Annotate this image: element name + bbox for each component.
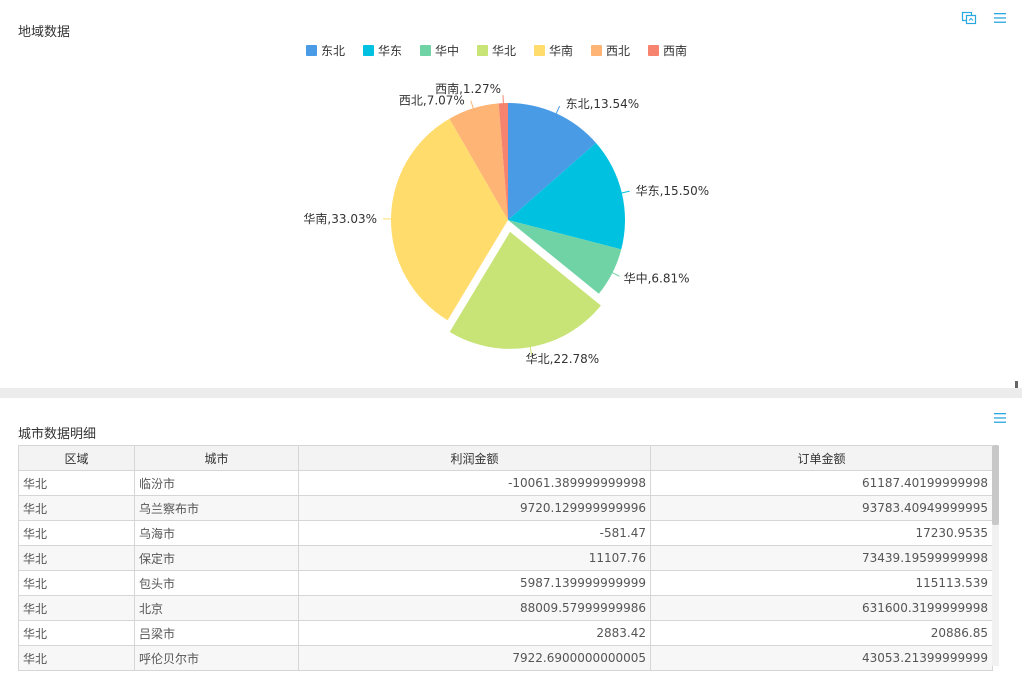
cell-profit: 9720.129999999996 bbox=[298, 495, 651, 521]
cell-city: 保定市 bbox=[134, 545, 299, 571]
detail-panel-title: 城市数据明细 bbox=[18, 427, 97, 442]
cell-city: 乌兰察布市 bbox=[134, 495, 299, 521]
table-scrollbar[interactable] bbox=[992, 445, 999, 666]
cell-order-amount: 93783.40949999995 bbox=[650, 495, 993, 521]
cell-region: 华北 bbox=[18, 620, 135, 646]
legend-item[interactable]: 西北 bbox=[591, 42, 630, 58]
legend-label: 西南 bbox=[663, 44, 688, 58]
cell-city: 吕梁市 bbox=[134, 620, 299, 646]
cell-region: 华北 bbox=[18, 595, 135, 621]
legend-swatch bbox=[477, 45, 488, 56]
cell-profit: -10061.389999999998 bbox=[298, 470, 651, 496]
legend-swatch bbox=[363, 45, 374, 56]
pie-slice[interactable] bbox=[508, 142, 625, 250]
pie-data-label: 华东,15.50% bbox=[636, 184, 710, 198]
pie-leader-line bbox=[617, 190, 630, 195]
pie-slice[interactable] bbox=[498, 103, 508, 220]
table-row[interactable]: 华北 保定市 11107.76 73439.19599999998 bbox=[18, 545, 993, 571]
cell-order-amount: 20886.85 bbox=[650, 620, 993, 646]
pie-leader-line bbox=[554, 105, 561, 118]
table-row[interactable]: 华北 乌海市 -581.47 17230.9535 bbox=[18, 520, 993, 546]
legend-item[interactable]: 华东 bbox=[363, 42, 402, 58]
cell-profit: 5987.139999999999 bbox=[298, 570, 651, 596]
scrollbar-thumb[interactable] bbox=[992, 445, 999, 525]
legend-swatch bbox=[306, 45, 317, 56]
cell-region: 华北 bbox=[18, 520, 135, 546]
table-row[interactable]: 华北 乌兰察布市 9720.129999999996 93783.4094999… bbox=[18, 495, 993, 521]
cell-order-amount: 61187.40199999998 bbox=[650, 470, 993, 496]
legend-item[interactable]: 西南 bbox=[648, 42, 687, 58]
pie-leader-line bbox=[529, 343, 533, 356]
cell-city: 临汾市 bbox=[134, 470, 299, 496]
legend-item[interactable]: 东北 bbox=[306, 42, 345, 58]
cell-profit: -581.47 bbox=[298, 520, 651, 546]
column-header-order-amount[interactable]: 订单金额 bbox=[650, 445, 993, 471]
legend-item[interactable]: 华南 bbox=[534, 42, 573, 58]
column-header-region[interactable]: 区域 bbox=[18, 445, 135, 471]
panel-divider bbox=[0, 388, 1022, 398]
pie-data-label: 东北,13.54% bbox=[566, 97, 640, 111]
pie-slice[interactable] bbox=[508, 103, 596, 220]
cell-order-amount: 73439.19599999998 bbox=[650, 545, 993, 571]
menu-icon[interactable] bbox=[992, 10, 1008, 26]
cell-region: 华北 bbox=[18, 495, 135, 521]
city-data-table: 区域 城市 利润金额 订单金额 华北 临汾市 -10061.3899999999… bbox=[18, 445, 993, 671]
region-chart-panel: 地域数据 东北 华东 华中 华北 华南 西北 西南 东北,13.54% 华东,15.50% 华中… bbox=[0, 10, 1022, 391]
cell-city: 包头市 bbox=[134, 570, 299, 596]
cell-profit: 88009.57999999986 bbox=[298, 595, 651, 621]
cell-region: 华北 bbox=[18, 570, 135, 596]
chart-legend: 东北 华东 华中 华北 华南 西北 西南 bbox=[0, 42, 1022, 60]
menu-icon[interactable] bbox=[992, 410, 1008, 426]
legend-swatch bbox=[591, 45, 602, 56]
cell-city: 北京 bbox=[134, 595, 299, 621]
cell-order-amount: 631600.3199999998 bbox=[650, 595, 993, 621]
legend-label: 华中 bbox=[435, 44, 460, 58]
table-row[interactable]: 华北 包头市 5987.139999999999 115113.539 bbox=[18, 570, 993, 596]
legend-item[interactable]: 华北 bbox=[477, 42, 516, 58]
city-detail-panel: 城市数据明细 区域 城市 利润金额 订单金额 华北 临汾市 -10061.389… bbox=[0, 398, 1022, 688]
cell-profit: 11107.76 bbox=[298, 545, 651, 571]
table-row[interactable]: 华北 吕梁市 2883.42 20886.85 bbox=[18, 620, 993, 646]
cell-city: 呼伦贝尔市 bbox=[134, 645, 299, 671]
pie-chart: 东北,13.54% 华东,15.50% 华中,6.81% 华北,22.78% 华南,33… bbox=[303, 81, 710, 366]
switch-view-icon[interactable] bbox=[961, 10, 977, 26]
pie-data-label: 华北,22.78% bbox=[526, 352, 600, 366]
legend-label: 华北 bbox=[492, 44, 517, 58]
cell-region: 华北 bbox=[18, 470, 135, 496]
legend-swatch bbox=[534, 45, 545, 56]
pie-data-label: 华中,6.81% bbox=[624, 270, 690, 285]
cell-profit: 2883.42 bbox=[298, 620, 651, 646]
legend-label: 华东 bbox=[378, 44, 403, 58]
legend-label: 东北 bbox=[321, 44, 346, 58]
cell-order-amount: 115113.539 bbox=[650, 570, 993, 596]
legend-swatch bbox=[648, 45, 659, 56]
cell-profit: 7922.6900000000005 bbox=[298, 645, 651, 671]
legend-swatch bbox=[420, 45, 431, 56]
legend-label: 华南 bbox=[549, 44, 574, 58]
legend-label: 西北 bbox=[606, 44, 631, 58]
legend-item[interactable]: 华中 bbox=[420, 42, 459, 58]
pie-slice[interactable] bbox=[449, 103, 508, 220]
table-row[interactable]: 华北 呼伦贝尔市 7922.6900000000005 43053.213999… bbox=[18, 645, 993, 671]
table-row[interactable]: 华北 临汾市 -10061.389999999998 61187.4019999… bbox=[18, 470, 993, 496]
cell-order-amount: 17230.9535 bbox=[650, 520, 993, 546]
pie-slice[interactable] bbox=[449, 231, 601, 349]
pie-data-label: 华南,33.03% bbox=[303, 211, 377, 226]
region-panel-title: 地域数据 bbox=[18, 25, 71, 40]
pie-data-label: 西北,7.07% bbox=[399, 94, 465, 108]
pie-leader-line bbox=[470, 100, 475, 113]
cell-region: 华北 bbox=[18, 545, 135, 571]
column-header-city[interactable]: 城市 bbox=[134, 445, 299, 471]
column-header-profit[interactable]: 利润金额 bbox=[298, 445, 651, 471]
pie-data-label: 西南,1.27% bbox=[435, 81, 501, 96]
resize-handle-icon[interactable] bbox=[1008, 376, 1018, 391]
table-row[interactable]: 华北 北京 88009.57999999986 631600.319999999… bbox=[18, 595, 993, 621]
cell-city: 乌海市 bbox=[134, 520, 299, 546]
cell-region: 华北 bbox=[18, 645, 135, 671]
pie-slice[interactable] bbox=[390, 118, 508, 321]
cell-order-amount: 43053.21399999999 bbox=[650, 645, 993, 671]
pie-leader-line bbox=[608, 270, 620, 277]
pie-slice[interactable] bbox=[508, 220, 622, 294]
